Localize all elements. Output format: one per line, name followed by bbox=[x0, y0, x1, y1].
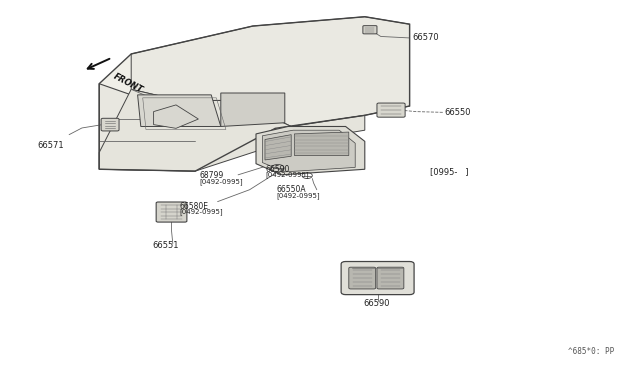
Polygon shape bbox=[99, 84, 195, 171]
FancyBboxPatch shape bbox=[101, 118, 119, 131]
Text: 66571: 66571 bbox=[37, 141, 64, 150]
Polygon shape bbox=[294, 132, 349, 155]
Polygon shape bbox=[154, 105, 198, 128]
Polygon shape bbox=[262, 130, 355, 172]
Polygon shape bbox=[131, 17, 410, 126]
Polygon shape bbox=[256, 126, 365, 175]
Polygon shape bbox=[99, 17, 410, 171]
Polygon shape bbox=[99, 89, 365, 171]
Text: [0492-0995]: [0492-0995] bbox=[200, 178, 243, 185]
Text: [0492-0995]: [0492-0995] bbox=[179, 209, 223, 215]
Text: 66590: 66590 bbox=[266, 165, 290, 174]
Text: 66551: 66551 bbox=[152, 241, 179, 250]
FancyBboxPatch shape bbox=[349, 267, 376, 289]
FancyBboxPatch shape bbox=[363, 26, 377, 34]
Text: 66550: 66550 bbox=[445, 108, 471, 117]
FancyBboxPatch shape bbox=[377, 103, 405, 117]
Polygon shape bbox=[265, 135, 291, 160]
FancyBboxPatch shape bbox=[377, 267, 404, 289]
Text: 66570: 66570 bbox=[413, 33, 440, 42]
Text: [0995-   ]: [0995- ] bbox=[430, 167, 468, 176]
FancyBboxPatch shape bbox=[156, 202, 187, 222]
Text: 66580E: 66580E bbox=[179, 202, 208, 211]
Text: ^685*0: PP: ^685*0: PP bbox=[568, 347, 614, 356]
Polygon shape bbox=[221, 93, 285, 126]
FancyBboxPatch shape bbox=[341, 262, 414, 295]
Text: [0492-0995]: [0492-0995] bbox=[276, 192, 320, 199]
Text: FRONT: FRONT bbox=[112, 71, 145, 94]
Text: [0492-0995]: [0492-0995] bbox=[266, 171, 309, 178]
Polygon shape bbox=[138, 95, 221, 126]
Text: 68799: 68799 bbox=[200, 171, 224, 180]
Text: 66590: 66590 bbox=[364, 299, 390, 308]
Text: 66550A: 66550A bbox=[276, 185, 306, 194]
